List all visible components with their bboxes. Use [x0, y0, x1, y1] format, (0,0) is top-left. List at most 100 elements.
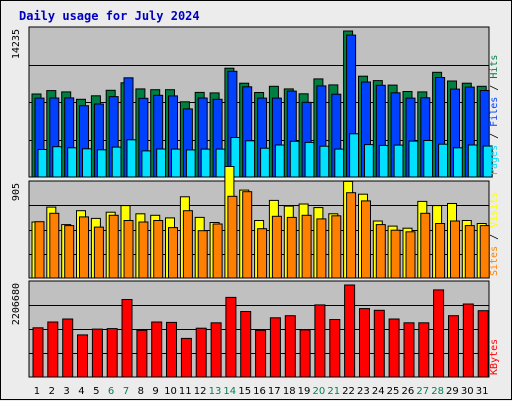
x-tick-label-day-9: 9 — [152, 386, 158, 397]
axis-label-part: Files — [489, 97, 500, 127]
x-tick-label-day-18: 18 — [283, 386, 296, 397]
bar-sites-day-28 — [435, 223, 446, 279]
axis-label-part: / — [489, 127, 500, 145]
x-tick-label-day-8: 8 — [138, 386, 144, 397]
bar-sites-day-27 — [420, 212, 431, 279]
x-tick-label-day-12: 12 — [194, 386, 207, 397]
bar-pages-day-20 — [319, 145, 330, 178]
bar-pages-day-5 — [96, 149, 107, 178]
x-tick-label-day-22: 22 — [342, 386, 355, 397]
bar-pages-day-19 — [304, 141, 315, 178]
x-tick-label-day-27: 27 — [416, 386, 429, 397]
x-tick-label-day-4: 4 — [78, 386, 84, 397]
bar-kbytes-day-1 — [32, 327, 44, 378]
x-tick-label-day-5: 5 — [93, 386, 99, 397]
bar-sites-day-14 — [227, 195, 238, 279]
bar-pages-day-31 — [482, 145, 493, 178]
bar-kbytes-day-29 — [448, 315, 459, 378]
x-tick-label-day-6: 6 — [108, 386, 114, 397]
bar-sites-day-3 — [64, 225, 75, 279]
x-tick-label-day-28: 28 — [431, 386, 444, 397]
bar-sites-day-17 — [271, 215, 282, 279]
bar-sites-day-11 — [182, 210, 193, 279]
y-axis-label-kbytes: KBytes — [489, 339, 500, 375]
y-max-label-kbytes: 2206680 — [11, 283, 22, 325]
axis-label-part: / — [489, 228, 500, 246]
bar-pages-day-4 — [82, 148, 92, 178]
x-tick-label-day-3: 3 — [63, 386, 69, 397]
bar-kbytes-day-28 — [433, 289, 445, 378]
x-tick-label-day-21: 21 — [327, 386, 340, 397]
bar-kbytes-day-6 — [106, 328, 118, 378]
axis-label-part: Sites — [489, 246, 500, 276]
bar-sites-day-7 — [123, 220, 134, 279]
y-axis-label-hits-files-pages: Pages / Files / Hits — [489, 55, 500, 175]
bar-sites-day-8 — [138, 221, 149, 279]
bar-sites-day-15 — [242, 191, 253, 279]
bar-sites-day-23 — [361, 200, 371, 279]
bar-pages-day-7 — [126, 139, 137, 178]
bar-pages-day-13 — [215, 148, 226, 178]
bar-kbytes-day-26 — [403, 322, 415, 378]
bar-sites-day-1 — [34, 221, 45, 279]
x-tick-label-day-30: 30 — [461, 386, 474, 397]
bar-sites-day-13 — [212, 223, 223, 279]
chart-title: Daily usage for July 2024 — [19, 9, 200, 23]
x-tick-label-day-10: 10 — [164, 386, 177, 397]
bar-kbytes-day-13 — [210, 322, 222, 378]
x-tick-label-day-17: 17 — [268, 386, 281, 397]
bar-pages-day-22 — [349, 133, 360, 178]
bar-sites-day-6 — [108, 214, 119, 279]
bar-sites-day-9 — [153, 220, 164, 279]
bar-sites-day-25 — [390, 229, 401, 279]
bar-pages-day-12 — [200, 148, 211, 178]
x-tick-label-day-20: 20 — [313, 386, 326, 397]
bar-sites-day-16 — [257, 228, 268, 279]
y-max-label-visits-sites: 905 — [11, 183, 22, 201]
x-tick-label-day-14: 14 — [223, 386, 236, 397]
bar-kbytes-day-18 — [284, 315, 296, 378]
bar-kbytes-day-16 — [255, 329, 267, 378]
bar-pages-day-11 — [185, 149, 196, 178]
y-max-label-hits-files-pages: 14235 — [11, 29, 22, 59]
bar-pages-day-18 — [289, 140, 300, 178]
bar-kbytes-day-22 — [344, 284, 356, 378]
bar-kbytes-day-17 — [269, 317, 281, 378]
x-tick-label-day-29: 29 — [446, 386, 459, 397]
bar-sites-day-22 — [346, 192, 357, 279]
y-axis-label-visits-sites: Sites / Visits — [489, 192, 500, 276]
bar-pages-day-1 — [37, 149, 48, 178]
bar-kbytes-day-31 — [477, 310, 489, 378]
bar-kbytes-day-11 — [180, 337, 192, 378]
axis-label-part: KBytes — [489, 339, 500, 375]
x-tick-label-day-2: 2 — [49, 386, 55, 397]
axis-label-part: Pages — [489, 145, 500, 175]
bar-kbytes-day-4 — [77, 334, 88, 378]
bar-kbytes-day-15 — [240, 311, 252, 378]
bar-pages-day-28 — [438, 143, 449, 178]
bar-pages-day-30 — [467, 144, 478, 178]
bar-sites-day-10 — [168, 227, 178, 279]
bar-pages-day-9 — [156, 148, 167, 178]
x-tick-label-day-26: 26 — [402, 386, 415, 397]
bar-sites-day-5 — [93, 226, 104, 279]
x-tick-label-day-11: 11 — [179, 386, 192, 397]
bar-pages-day-24 — [378, 144, 389, 178]
bar-pages-day-26 — [408, 140, 419, 178]
bar-sites-day-18 — [286, 216, 297, 279]
x-tick-label-day-13: 13 — [209, 386, 222, 397]
bar-pages-day-21 — [334, 148, 345, 178]
bar-kbytes-day-12 — [195, 327, 207, 378]
axis-label-part: Visits — [489, 192, 500, 228]
bar-kbytes-day-27 — [418, 322, 430, 378]
bar-sites-day-19 — [301, 214, 312, 279]
bar-kbytes-day-30 — [462, 303, 474, 378]
x-tick-label-day-15: 15 — [238, 386, 251, 397]
bar-pages-day-8 — [141, 150, 152, 178]
bar-kbytes-day-8 — [136, 329, 148, 378]
bar-kbytes-day-19 — [299, 329, 311, 378]
x-tick-label-day-31: 31 — [476, 386, 489, 397]
axis-label-part: Hits — [489, 55, 500, 79]
